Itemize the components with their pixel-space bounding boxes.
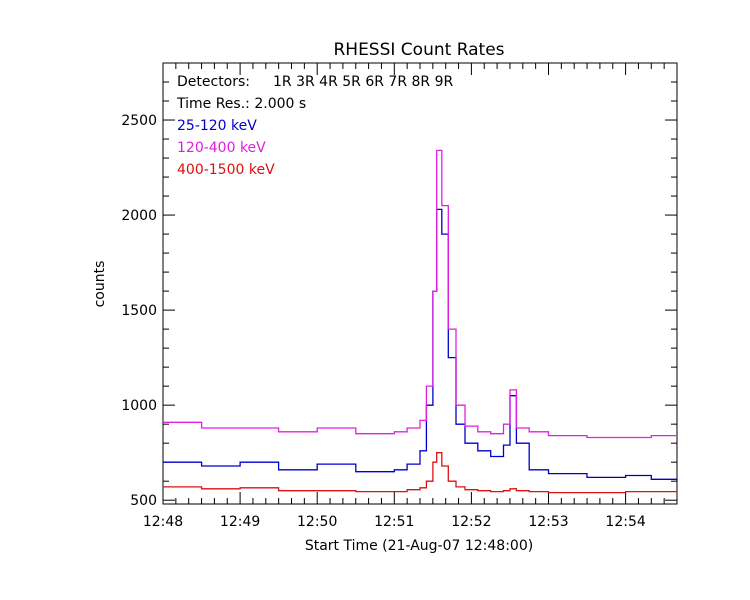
detectors-label: Detectors: bbox=[177, 74, 250, 90]
x-tick-label: 12:51 bbox=[374, 514, 414, 530]
x-tick-label: 12:50 bbox=[297, 514, 337, 530]
y-tick-label: 1000 bbox=[121, 398, 157, 414]
x-tick-label: 12:52 bbox=[451, 514, 491, 530]
y-axis: 500 1000 1500 2000 2500 bbox=[121, 62, 677, 509]
x-axis: 12:48 12:49 12:50 12:51 12:52 12:53 12:54 bbox=[143, 63, 665, 530]
legend-label-25-120: 25-120 keV bbox=[177, 118, 257, 134]
y-tick-label: 1500 bbox=[121, 303, 157, 319]
x-axis-label: Start Time (21-Aug-07 12:48:00) bbox=[305, 538, 533, 554]
series-line-2 bbox=[163, 452, 678, 494]
chart-title: RHESSI Count Rates bbox=[333, 40, 504, 60]
x-tick-label: 12:54 bbox=[605, 514, 645, 530]
legend-label-400-1500: 400-1500 keV bbox=[177, 162, 275, 178]
y-tick-label: 2500 bbox=[121, 113, 157, 129]
x-tick-label: 12:53 bbox=[528, 514, 568, 530]
detectors-list: 1R 3R 4R 5R 6R 7R 8R 9R bbox=[273, 74, 454, 90]
y-tick-label: 2000 bbox=[121, 208, 157, 224]
y-axis-label: counts bbox=[92, 261, 108, 308]
x-tick-label: 12:49 bbox=[220, 514, 260, 530]
time-resolution-label: Time Res.: 2.000 s bbox=[176, 96, 306, 112]
series-layer bbox=[163, 149, 678, 494]
series-line-0 bbox=[163, 208, 678, 482]
series-line-1 bbox=[163, 149, 677, 439]
y-tick-label: 500 bbox=[130, 493, 157, 509]
legend-label-120-400: 120-400 keV bbox=[177, 140, 266, 156]
x-tick-label: 12:48 bbox=[143, 514, 183, 530]
